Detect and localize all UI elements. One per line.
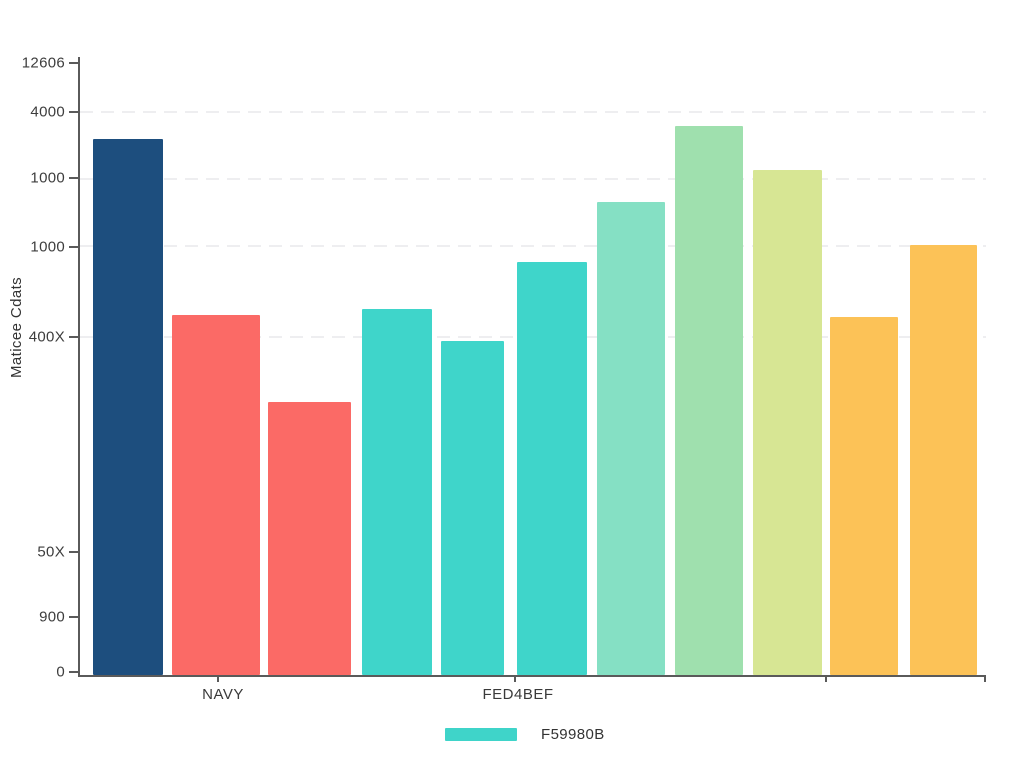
x-tick-mark — [825, 675, 827, 682]
gridline — [80, 245, 986, 247]
legend: F59980B — [445, 726, 605, 743]
bar-4 — [362, 309, 432, 675]
y-tick-label: 0 — [56, 663, 65, 681]
bar-10 — [830, 317, 898, 675]
x-axis-line — [78, 675, 986, 677]
bar-1 — [93, 139, 163, 675]
bar-2 — [172, 315, 260, 675]
y-tick-mark — [69, 111, 78, 113]
y-tick-label: 1000 — [30, 169, 65, 187]
legend-label: F59980B — [541, 726, 605, 743]
bar-6 — [517, 262, 587, 675]
bar-7 — [597, 202, 665, 675]
y-tick-label: 4000 — [30, 103, 65, 121]
y-tick-mark — [69, 671, 78, 673]
gridline — [80, 178, 986, 180]
x-tick-mark — [984, 675, 986, 682]
y-axis-line — [78, 57, 80, 677]
y-tick-mark — [69, 616, 78, 618]
bar-8 — [675, 126, 743, 675]
x-tick-label: NAVY — [202, 686, 244, 703]
y-tick-label: 50X — [37, 543, 65, 561]
bar-3 — [268, 402, 351, 675]
gridline — [80, 111, 986, 113]
y-tick-mark — [69, 246, 78, 248]
y-tick-label: 1000 — [30, 238, 65, 256]
y-tick-label: 900 — [39, 608, 65, 626]
bar-9 — [753, 170, 822, 675]
y-tick-mark — [69, 551, 78, 553]
y-tick-mark — [69, 62, 78, 64]
x-tick-mark — [514, 675, 516, 682]
legend-swatch-icon — [445, 728, 517, 741]
bar-11 — [910, 245, 977, 675]
x-tick-label: FED4BEF — [482, 686, 554, 703]
y-tick-mark — [69, 177, 78, 179]
x-tick-mark — [217, 675, 219, 682]
y-tick-mark — [69, 336, 78, 338]
y-tick-label: 12606 — [21, 54, 65, 72]
y-tick-label: 400X — [28, 328, 65, 346]
bar-5 — [441, 341, 504, 675]
